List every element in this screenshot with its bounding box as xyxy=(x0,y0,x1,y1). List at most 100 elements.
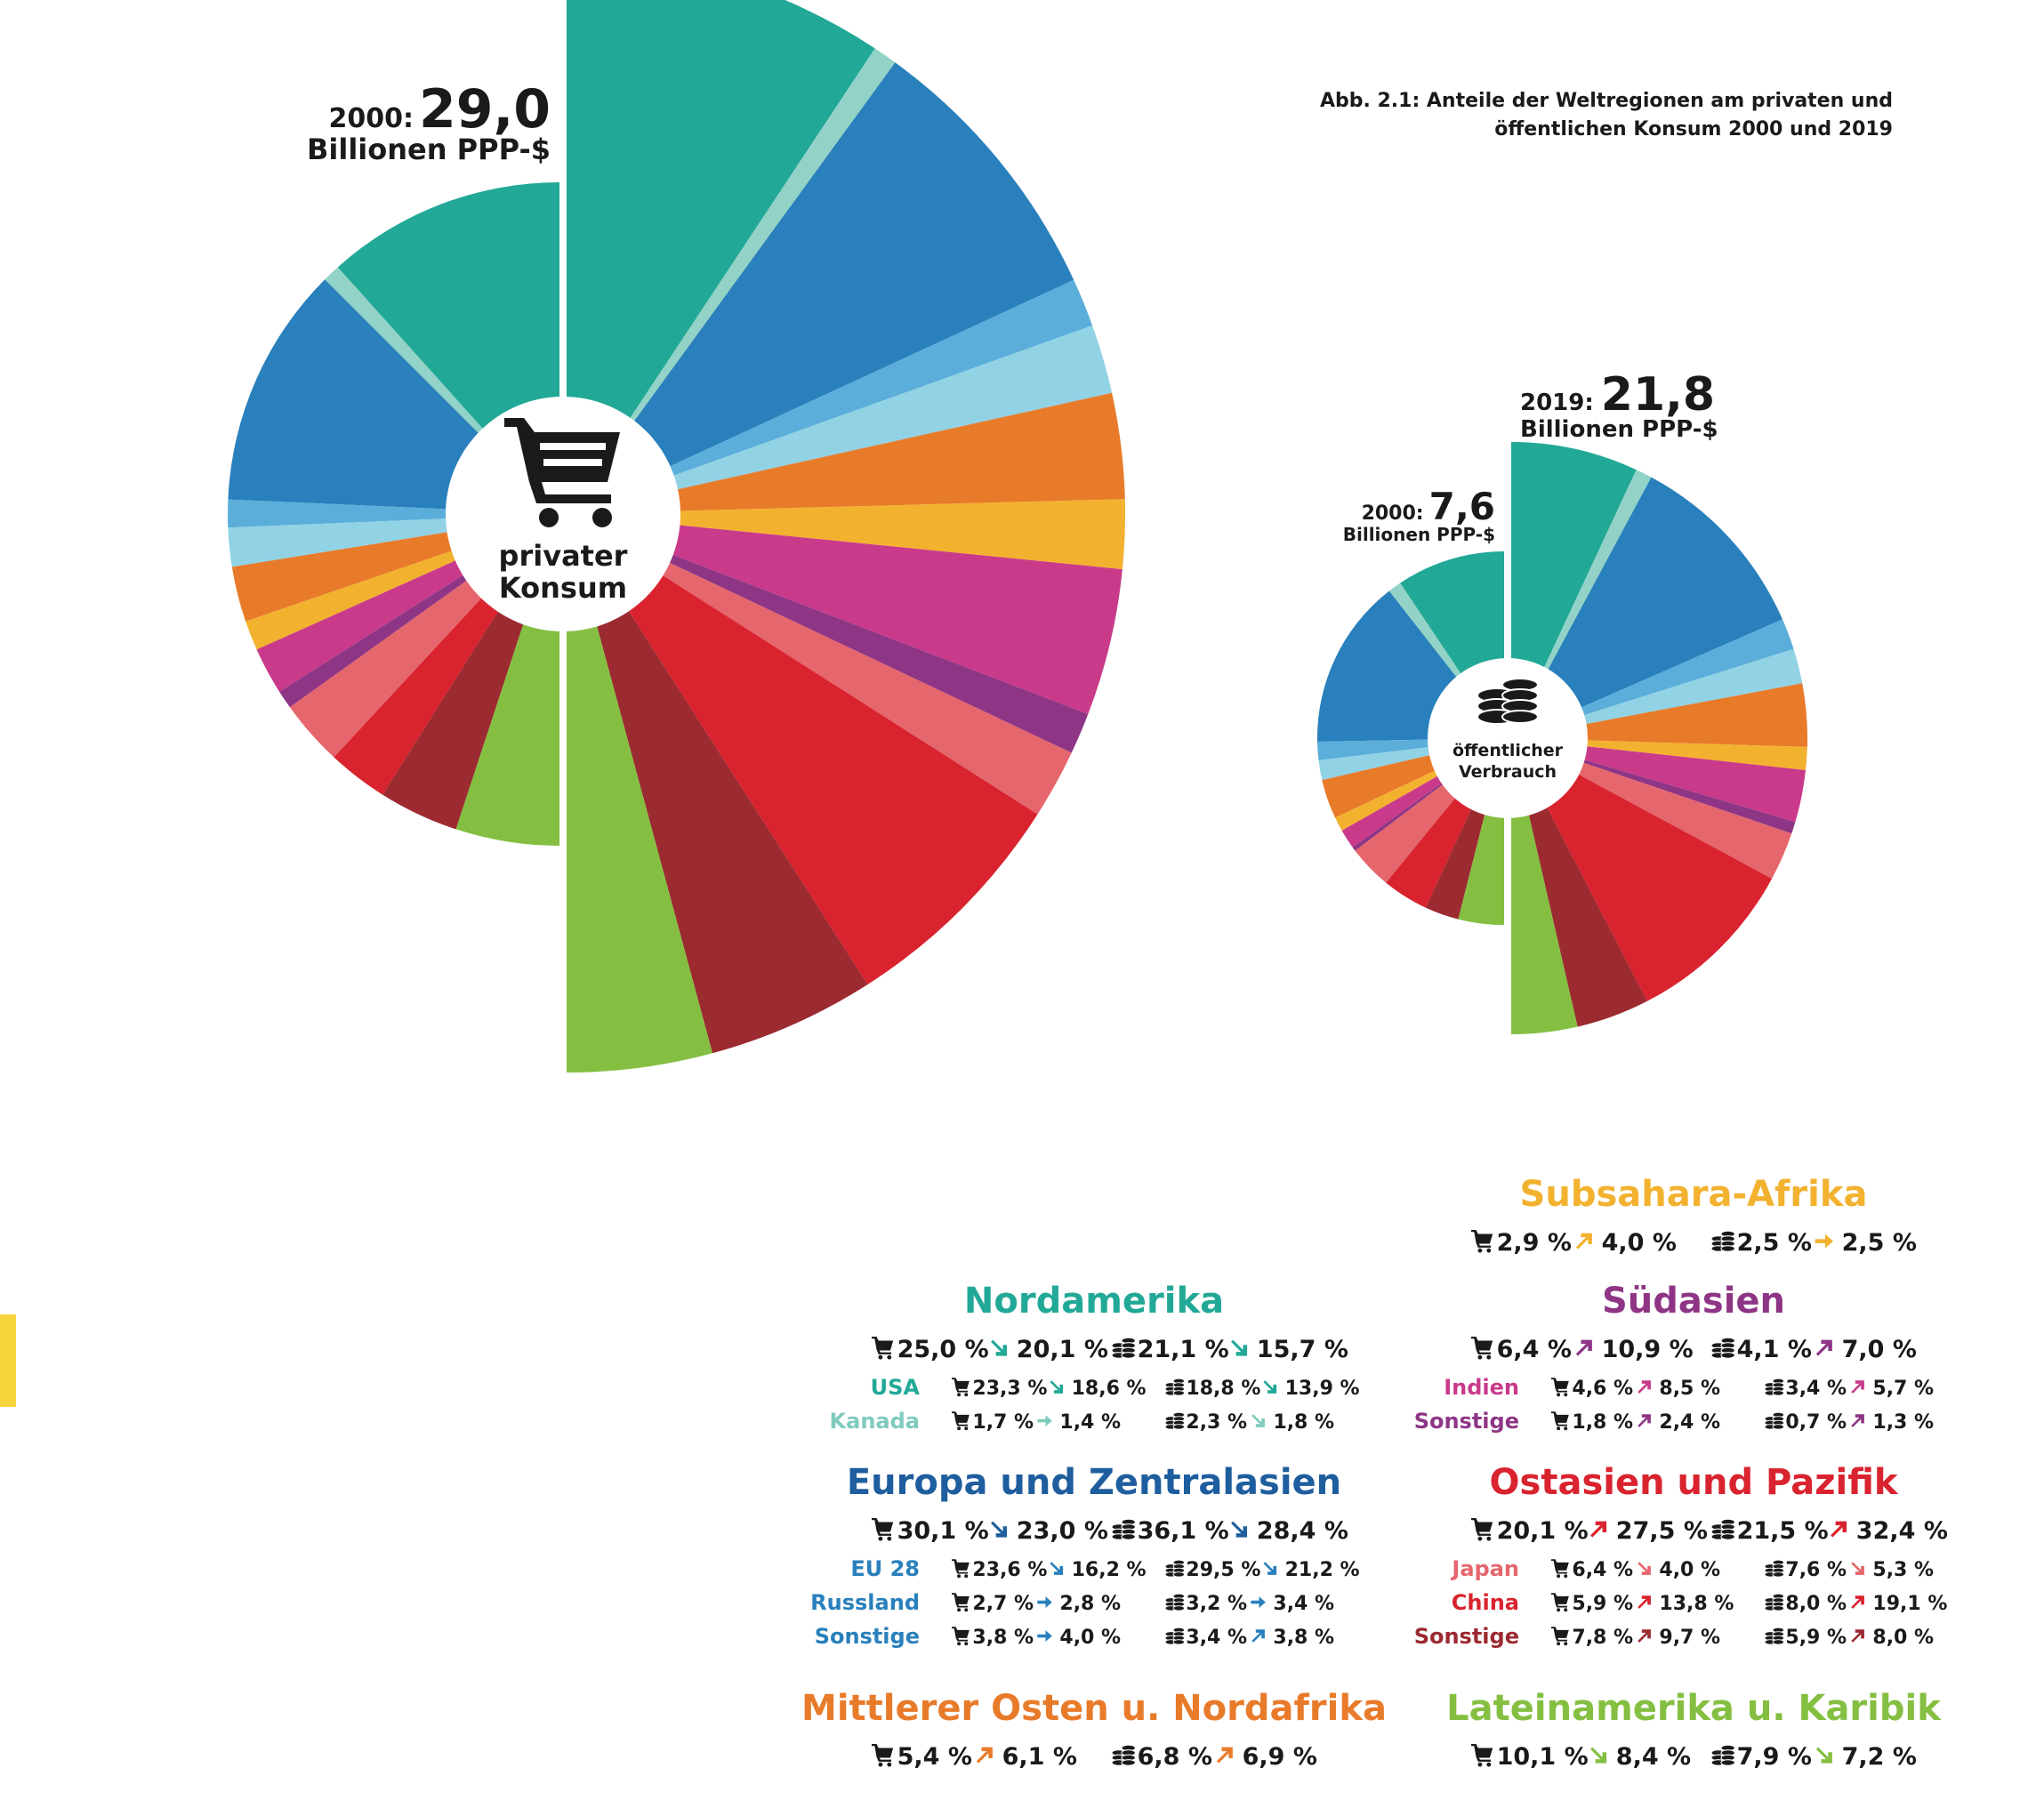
private-2000-value: 23,3 % xyxy=(972,1378,1047,1400)
public-2000-value: 21,5 % xyxy=(1737,1517,1829,1545)
private-2000-value: 1,7 % xyxy=(972,1411,1034,1434)
total-2000-label: 2000: 7,6 xyxy=(1362,485,1495,528)
shopping-cart-icon xyxy=(1551,1378,1569,1397)
slice-2019-russland xyxy=(567,279,1093,514)
arrow-up-right-icon xyxy=(1851,1380,1864,1394)
private-2019-value: 20,1 % xyxy=(1017,1336,1108,1363)
public-2000-value: 3,2 % xyxy=(1186,1593,1247,1615)
private-2019-value: 13,8 % xyxy=(1659,1593,1734,1615)
private-2000-value: 20,1 % xyxy=(1497,1517,1589,1545)
arrow-down-right-icon xyxy=(1815,1747,1832,1764)
shopping-cart-icon xyxy=(872,1337,894,1360)
arrow-up-right-icon xyxy=(1638,1380,1651,1394)
public-2000-value: 5,9 % xyxy=(1785,1627,1847,1649)
shopping-cart-icon xyxy=(1471,1337,1493,1360)
arrow-up-right-icon xyxy=(1851,1629,1864,1643)
arrow-down-right-icon xyxy=(1050,1380,1064,1394)
region-legend-suedasien: Südasien 6,4 % 10,9 % 4,1 % 7,0 % Indien 4,6 %… xyxy=(1414,1281,1934,1434)
arrow-up-right-icon xyxy=(1638,1414,1651,1427)
private-2000-value: 5,4 % xyxy=(897,1743,972,1771)
coin-stack-icon xyxy=(1764,1378,1785,1396)
coin-stack-icon xyxy=(1164,1593,1186,1611)
private-2000-value: 23,6 % xyxy=(972,1559,1047,1581)
public-2000-value: 3,4 % xyxy=(1785,1378,1847,1400)
arrow-down-right-icon xyxy=(1050,1562,1064,1575)
public-2019-value: 7,0 % xyxy=(1842,1336,1917,1363)
region-legend-ostasien: Ostasien und Pazifik 20,1 % 27,5 % 21,5 % 32… xyxy=(1414,1462,1948,1649)
coin-stack-icon xyxy=(1164,1559,1186,1578)
private-2019-value: 10,9 % xyxy=(1602,1336,1694,1363)
public-2000-value: 3,4 % xyxy=(1186,1627,1247,1649)
coin-stack-icon xyxy=(1477,678,1539,725)
private-2019-value: 16,2 % xyxy=(1072,1559,1147,1581)
region-title: Ostasien und Pazifik xyxy=(1490,1462,1899,1503)
coin-stack-icon xyxy=(1710,1230,1735,1252)
public-2019-value: 19,1 % xyxy=(1872,1593,1947,1615)
region-legend-subsahara: Subsahara-Afrika 2,9 % 4,0 % 2,5 % 2,5 % xyxy=(1471,1174,1917,1257)
total-2019-unit: Billionen PPP-$ xyxy=(1520,416,1718,443)
public-2019-value: 13,9 % xyxy=(1285,1378,1360,1400)
coin-stack-icon xyxy=(1164,1411,1186,1430)
public-2000-value: 6,8 % xyxy=(1138,1743,1212,1771)
public-2000-value: 8,0 % xyxy=(1785,1593,1847,1615)
arrow-up-right-icon xyxy=(1851,1595,1864,1609)
arrow-right-icon xyxy=(1037,1630,1052,1642)
private-2019-value: 8,4 % xyxy=(1616,1743,1691,1771)
public-2000-value: 29,5 % xyxy=(1186,1559,1260,1581)
pie-center-hole xyxy=(446,397,680,631)
private-2000-value: 2,7 % xyxy=(972,1593,1034,1615)
region-legend-nordamerika: Nordamerika 25,0 % 20,1 % 21,1 % 15,7 % USA 23… xyxy=(830,1281,1360,1434)
arrow-up-right-icon xyxy=(1590,1521,1607,1538)
arrow-up-right-icon xyxy=(1638,1629,1651,1643)
arrow-right-icon xyxy=(1815,1233,1833,1249)
shopping-cart-icon xyxy=(952,1627,970,1646)
slice-2019-eu-28 xyxy=(567,62,1074,514)
shopping-cart-icon xyxy=(1551,1627,1569,1646)
arrow-up-right-icon xyxy=(1831,1521,1847,1538)
subregion-label: Indien xyxy=(1444,1375,1519,1400)
shopping-cart-icon xyxy=(1551,1559,1569,1579)
region-legend-mena: Mittlerer Osten u. Nordafrika 5,4 % 6,1 % 6… xyxy=(801,1688,1387,1771)
shopping-cart-icon xyxy=(952,1378,970,1397)
private-2019-value: 2,4 % xyxy=(1659,1411,1720,1434)
region-title: Lateinamerika u. Karibik xyxy=(1446,1688,1942,1729)
public-2019-value: 5,7 % xyxy=(1872,1378,1934,1400)
coin-stack-icon xyxy=(1111,1744,1136,1766)
figure-title-line2: öffentlichen Konsum 2000 und 2019 xyxy=(1494,118,1893,141)
public-2000-value: 18,8 % xyxy=(1186,1378,1260,1400)
pie-center-hole xyxy=(1428,658,1588,818)
arrow-right-icon xyxy=(1251,1596,1266,1608)
public-2019-value: 28,4 % xyxy=(1257,1517,1348,1545)
yellow-edge-marker xyxy=(0,1314,16,1407)
pie-center-label-line2: Konsum xyxy=(499,571,627,605)
slice-2019-indien xyxy=(567,514,1123,714)
slice-2019-kanada xyxy=(567,48,896,514)
slice-2019-lateinamerika-u-karibik xyxy=(567,514,712,1073)
private-2000-value: 3,8 % xyxy=(972,1627,1034,1649)
public-2019-value: 3,4 % xyxy=(1273,1593,1334,1615)
coin-stack-icon xyxy=(1710,1744,1735,1766)
arrow-down-right-icon xyxy=(1263,1380,1277,1394)
private-2000-value: 25,0 % xyxy=(897,1336,989,1363)
private-2019-value: 4,0 % xyxy=(1602,1229,1677,1257)
public-2019-value: 21,2 % xyxy=(1285,1559,1360,1581)
private-2000-value: 10,1 % xyxy=(1497,1743,1589,1771)
arrow-up-right-icon xyxy=(1815,1339,1832,1356)
shopping-cart-icon xyxy=(952,1559,970,1579)
arrow-down-right-icon xyxy=(1590,1747,1607,1764)
shopping-cart-icon xyxy=(1471,1744,1493,1767)
arrow-down-right-icon xyxy=(1263,1562,1277,1575)
coin-stack-icon xyxy=(1764,1593,1785,1611)
slice-2019-sonstige-europa xyxy=(567,325,1113,514)
figure-title-line1: Abb. 2.1: Anteile der Weltregionen am pr… xyxy=(1320,90,1893,112)
public-2000-value: 36,1 % xyxy=(1138,1517,1229,1545)
slice-2019-japan xyxy=(1511,738,1792,879)
arrow-down-right-icon xyxy=(991,1339,1008,1356)
subregion-label: China xyxy=(1452,1590,1519,1615)
arrow-right-icon xyxy=(1037,1415,1052,1426)
total-2000-label: 2000: 29,0 xyxy=(328,78,551,141)
coin-stack-icon xyxy=(1764,1411,1785,1430)
subregion-label: Kanada xyxy=(830,1409,920,1434)
slice-2019-mittlerer-osten-u-nordafrika xyxy=(567,392,1125,514)
coin-stack-icon xyxy=(1164,1627,1186,1645)
